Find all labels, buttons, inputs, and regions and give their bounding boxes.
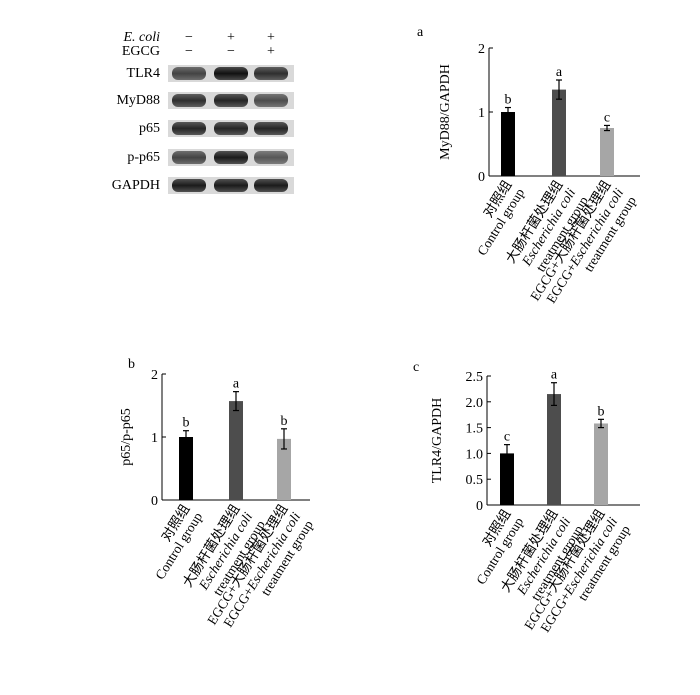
blot-band [214, 94, 248, 107]
y-tick-label: 0 [151, 494, 158, 509]
significance-letter: c [504, 430, 510, 445]
blot-band [214, 67, 248, 80]
bar [600, 128, 614, 176]
blot-band [172, 67, 206, 80]
condition-symbol: − [185, 44, 193, 59]
blot-band [254, 151, 288, 164]
condition-symbol: − [227, 44, 235, 59]
blot-band [214, 151, 248, 164]
blot-strip [168, 177, 294, 194]
y-axis-label: TLR4/GAPDH [430, 398, 445, 484]
significance-letter: b [598, 404, 605, 419]
y-axis-label: p65/p-p65 [119, 408, 134, 466]
significance-letter: a [556, 65, 563, 80]
bar [500, 453, 514, 505]
significance-letter: c [604, 110, 610, 125]
significance-letter: b [505, 93, 512, 108]
y-tick-label: 1.5 [466, 422, 484, 437]
condition-symbol: + [227, 30, 235, 45]
blot-row-label: p-p65 [127, 150, 160, 165]
blot-row-label: p65 [139, 121, 160, 136]
y-tick-label: 0 [478, 170, 485, 185]
condition-label: EGCG [121, 44, 160, 59]
blot-row-label: GAPDH [111, 178, 160, 193]
condition-symbol: + [267, 44, 275, 59]
panel-letter: c [413, 360, 419, 375]
bar [552, 89, 566, 176]
blot-band [172, 94, 206, 107]
bar [501, 112, 515, 176]
bar [229, 401, 243, 500]
blot-band [172, 151, 206, 164]
y-tick-label: 2 [478, 42, 485, 57]
blot-band [214, 179, 248, 192]
blot-strip [168, 120, 294, 137]
y-tick-label: 1.0 [466, 447, 484, 462]
blot-row-label: TLR4 [126, 66, 160, 81]
significance-letter: b [183, 416, 190, 431]
blot-row-label: MyD88 [116, 93, 160, 108]
panel-letter: a [417, 25, 424, 40]
y-tick-label: 2.5 [466, 370, 484, 385]
blot-band [172, 122, 206, 135]
bar [547, 394, 561, 505]
blot-band [254, 67, 288, 80]
blot-strip [168, 92, 294, 109]
blot-band [254, 179, 288, 192]
bar [277, 438, 291, 500]
significance-letter: a [551, 368, 558, 383]
y-tick-label: 2 [151, 368, 158, 383]
bar [179, 437, 193, 500]
y-tick-label: 0.5 [466, 473, 484, 488]
significance-letter: b [281, 414, 288, 429]
panel-letter: b [128, 357, 135, 372]
blot-band [214, 122, 248, 135]
y-tick-label: 2.0 [466, 396, 484, 411]
y-tick-label: 1 [151, 431, 158, 446]
blot-strip [168, 149, 294, 166]
blot-band [254, 122, 288, 135]
blot-band [172, 179, 206, 192]
bar [594, 423, 608, 505]
blot-strip [168, 65, 294, 82]
y-tick-label: 1 [478, 106, 485, 121]
y-axis-label: MyD88/GAPDH [438, 64, 453, 160]
condition-symbol: − [185, 30, 193, 45]
condition-symbol: + [267, 30, 275, 45]
condition-label: E. coli [123, 30, 160, 45]
y-tick-label: 0 [476, 499, 483, 514]
blot-band [254, 94, 288, 107]
significance-letter: a [233, 377, 240, 392]
